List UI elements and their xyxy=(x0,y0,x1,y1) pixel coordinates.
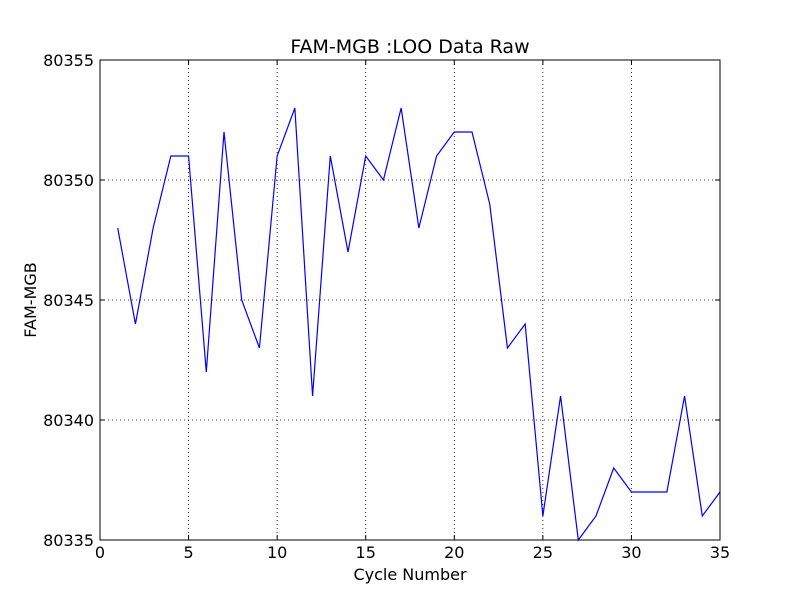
x-tick-label-0: 0 xyxy=(95,543,105,562)
series-line-0 xyxy=(117,107,721,542)
x-axis-label: Cycle Number xyxy=(353,565,467,584)
y-tick-label-2: 80345 xyxy=(43,291,94,310)
series-layer xyxy=(117,107,721,542)
x-tick-label-7: 35 xyxy=(710,543,730,562)
x-tick-label-3: 15 xyxy=(356,543,376,562)
chart-title: FAM-MGB :LOO Data Raw xyxy=(290,36,529,58)
y-tick-label-1: 80340 xyxy=(43,411,94,430)
x-tick-label-6: 30 xyxy=(621,543,641,562)
y-axis-label: FAM-MGB xyxy=(21,262,40,337)
y-tick-label-3: 80350 xyxy=(43,171,94,190)
y-tick-label-4: 80355 xyxy=(43,51,94,70)
x-tick-label-2: 10 xyxy=(267,543,287,562)
grid-lines xyxy=(100,60,720,540)
x-tick-label-4: 20 xyxy=(444,543,464,562)
x-tick-label-5: 25 xyxy=(533,543,553,562)
axis-ticks: 0 5 10 15 20 25 30 35 80335 80340 80345 80350 80355 xyxy=(43,51,730,562)
x-tick-label-1: 5 xyxy=(183,543,193,562)
y-tick-label-0: 80335 xyxy=(43,531,94,550)
